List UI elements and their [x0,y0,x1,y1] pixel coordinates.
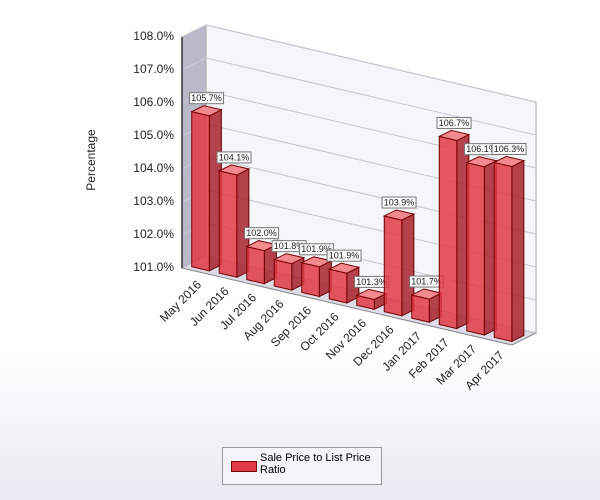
grid-line [181,24,537,103]
bar-front [301,262,320,298]
bar-top [437,129,471,142]
legend-label: Sale Price to List Price Ratio [260,452,371,476]
bar-top [382,209,416,221]
value-label-box [216,151,252,164]
bar-side [511,159,525,343]
y-tick-label: 101.0% [133,260,174,274]
bar-top [272,253,306,265]
y-tick-label: 102.0% [133,227,174,241]
grid-line [181,57,537,136]
bar-top [190,105,223,117]
value-label-box [491,142,527,155]
value-label-box [381,196,417,209]
chart: Percentage 101.0% 102.0% 103.0% 104.0% 105.0… [84,24,538,393]
bar-top [217,164,251,176]
y-tick-label: 106.0% [133,95,174,109]
value-label: 101.7% [411,276,442,286]
bar-front [493,161,513,343]
y-tick-label: 105.0% [133,128,174,142]
value-label: 101.9% [329,251,360,261]
y-tick-label: 104.0% [133,161,174,175]
y-axis-label: Percentage [84,129,98,191]
value-label: 106.7% [439,118,470,128]
value-label: 103.9% [384,197,415,207]
y-tick-label: 108.0% [133,29,174,43]
value-label: 102.0% [246,228,277,238]
value-label: 101.8% [274,241,305,251]
bar-top [492,155,526,168]
value-label: 106.3% [494,144,525,154]
bar-top [465,156,498,168]
value-label: 101.9% [301,244,332,254]
bar-front [246,245,265,285]
value-label-box [436,116,472,129]
bar-front [383,215,403,317]
legend-swatch [231,461,257,472]
y-tick-label: 103.0% [133,194,174,208]
value-label-box [189,92,225,105]
value-label-box [299,243,335,256]
bar-front [328,268,348,304]
bar-front [466,161,485,336]
bar-front [411,294,430,323]
bar-front [273,258,293,291]
value-label: 101.3% [356,277,387,287]
bar-top [327,262,361,274]
value-label: 106.1% [466,144,497,154]
bar-front [191,111,210,272]
legend: Sale Price to List Price Ratio [222,447,382,485]
bar-front [438,135,458,330]
value-label: 104.1% [219,152,250,162]
bar-front [218,170,238,278]
y-tick-label: 107.0% [133,62,174,76]
value-label-box [326,249,362,262]
value-label-box [244,227,280,240]
value-label: 105.7% [191,93,222,103]
